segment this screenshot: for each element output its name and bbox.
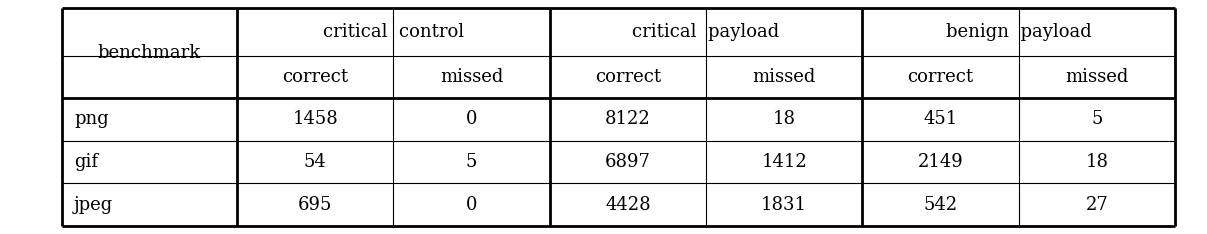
Text: correct: correct: [595, 68, 661, 86]
Text: missed: missed: [752, 68, 816, 86]
Text: 6897: 6897: [605, 153, 651, 171]
Text: correct: correct: [908, 68, 974, 86]
Text: 451: 451: [923, 110, 957, 128]
Text: missed: missed: [439, 68, 503, 86]
Text: benign  payload: benign payload: [946, 23, 1091, 41]
Text: 0: 0: [466, 196, 477, 214]
Text: jpeg: jpeg: [74, 196, 113, 214]
Text: 18: 18: [772, 110, 795, 128]
Text: 1412: 1412: [762, 153, 807, 171]
Text: gif: gif: [74, 153, 98, 171]
Text: 5: 5: [1091, 110, 1102, 128]
Text: benchmark: benchmark: [98, 44, 202, 62]
Text: 54: 54: [304, 153, 327, 171]
Text: critical  payload: critical payload: [632, 23, 780, 41]
Text: 5: 5: [466, 153, 477, 171]
Text: critical  control: critical control: [322, 23, 463, 41]
Text: missed: missed: [1065, 68, 1129, 86]
Text: 8122: 8122: [605, 110, 651, 128]
Text: 695: 695: [298, 196, 332, 214]
Text: 0: 0: [466, 110, 477, 128]
Text: 2149: 2149: [917, 153, 963, 171]
Text: 542: 542: [923, 196, 957, 214]
Text: 18: 18: [1085, 153, 1108, 171]
Text: png: png: [74, 110, 109, 128]
Text: 27: 27: [1085, 196, 1108, 214]
Text: 1458: 1458: [292, 110, 338, 128]
Text: 1831: 1831: [762, 196, 807, 214]
Text: 4428: 4428: [605, 196, 651, 214]
Text: correct: correct: [282, 68, 349, 86]
